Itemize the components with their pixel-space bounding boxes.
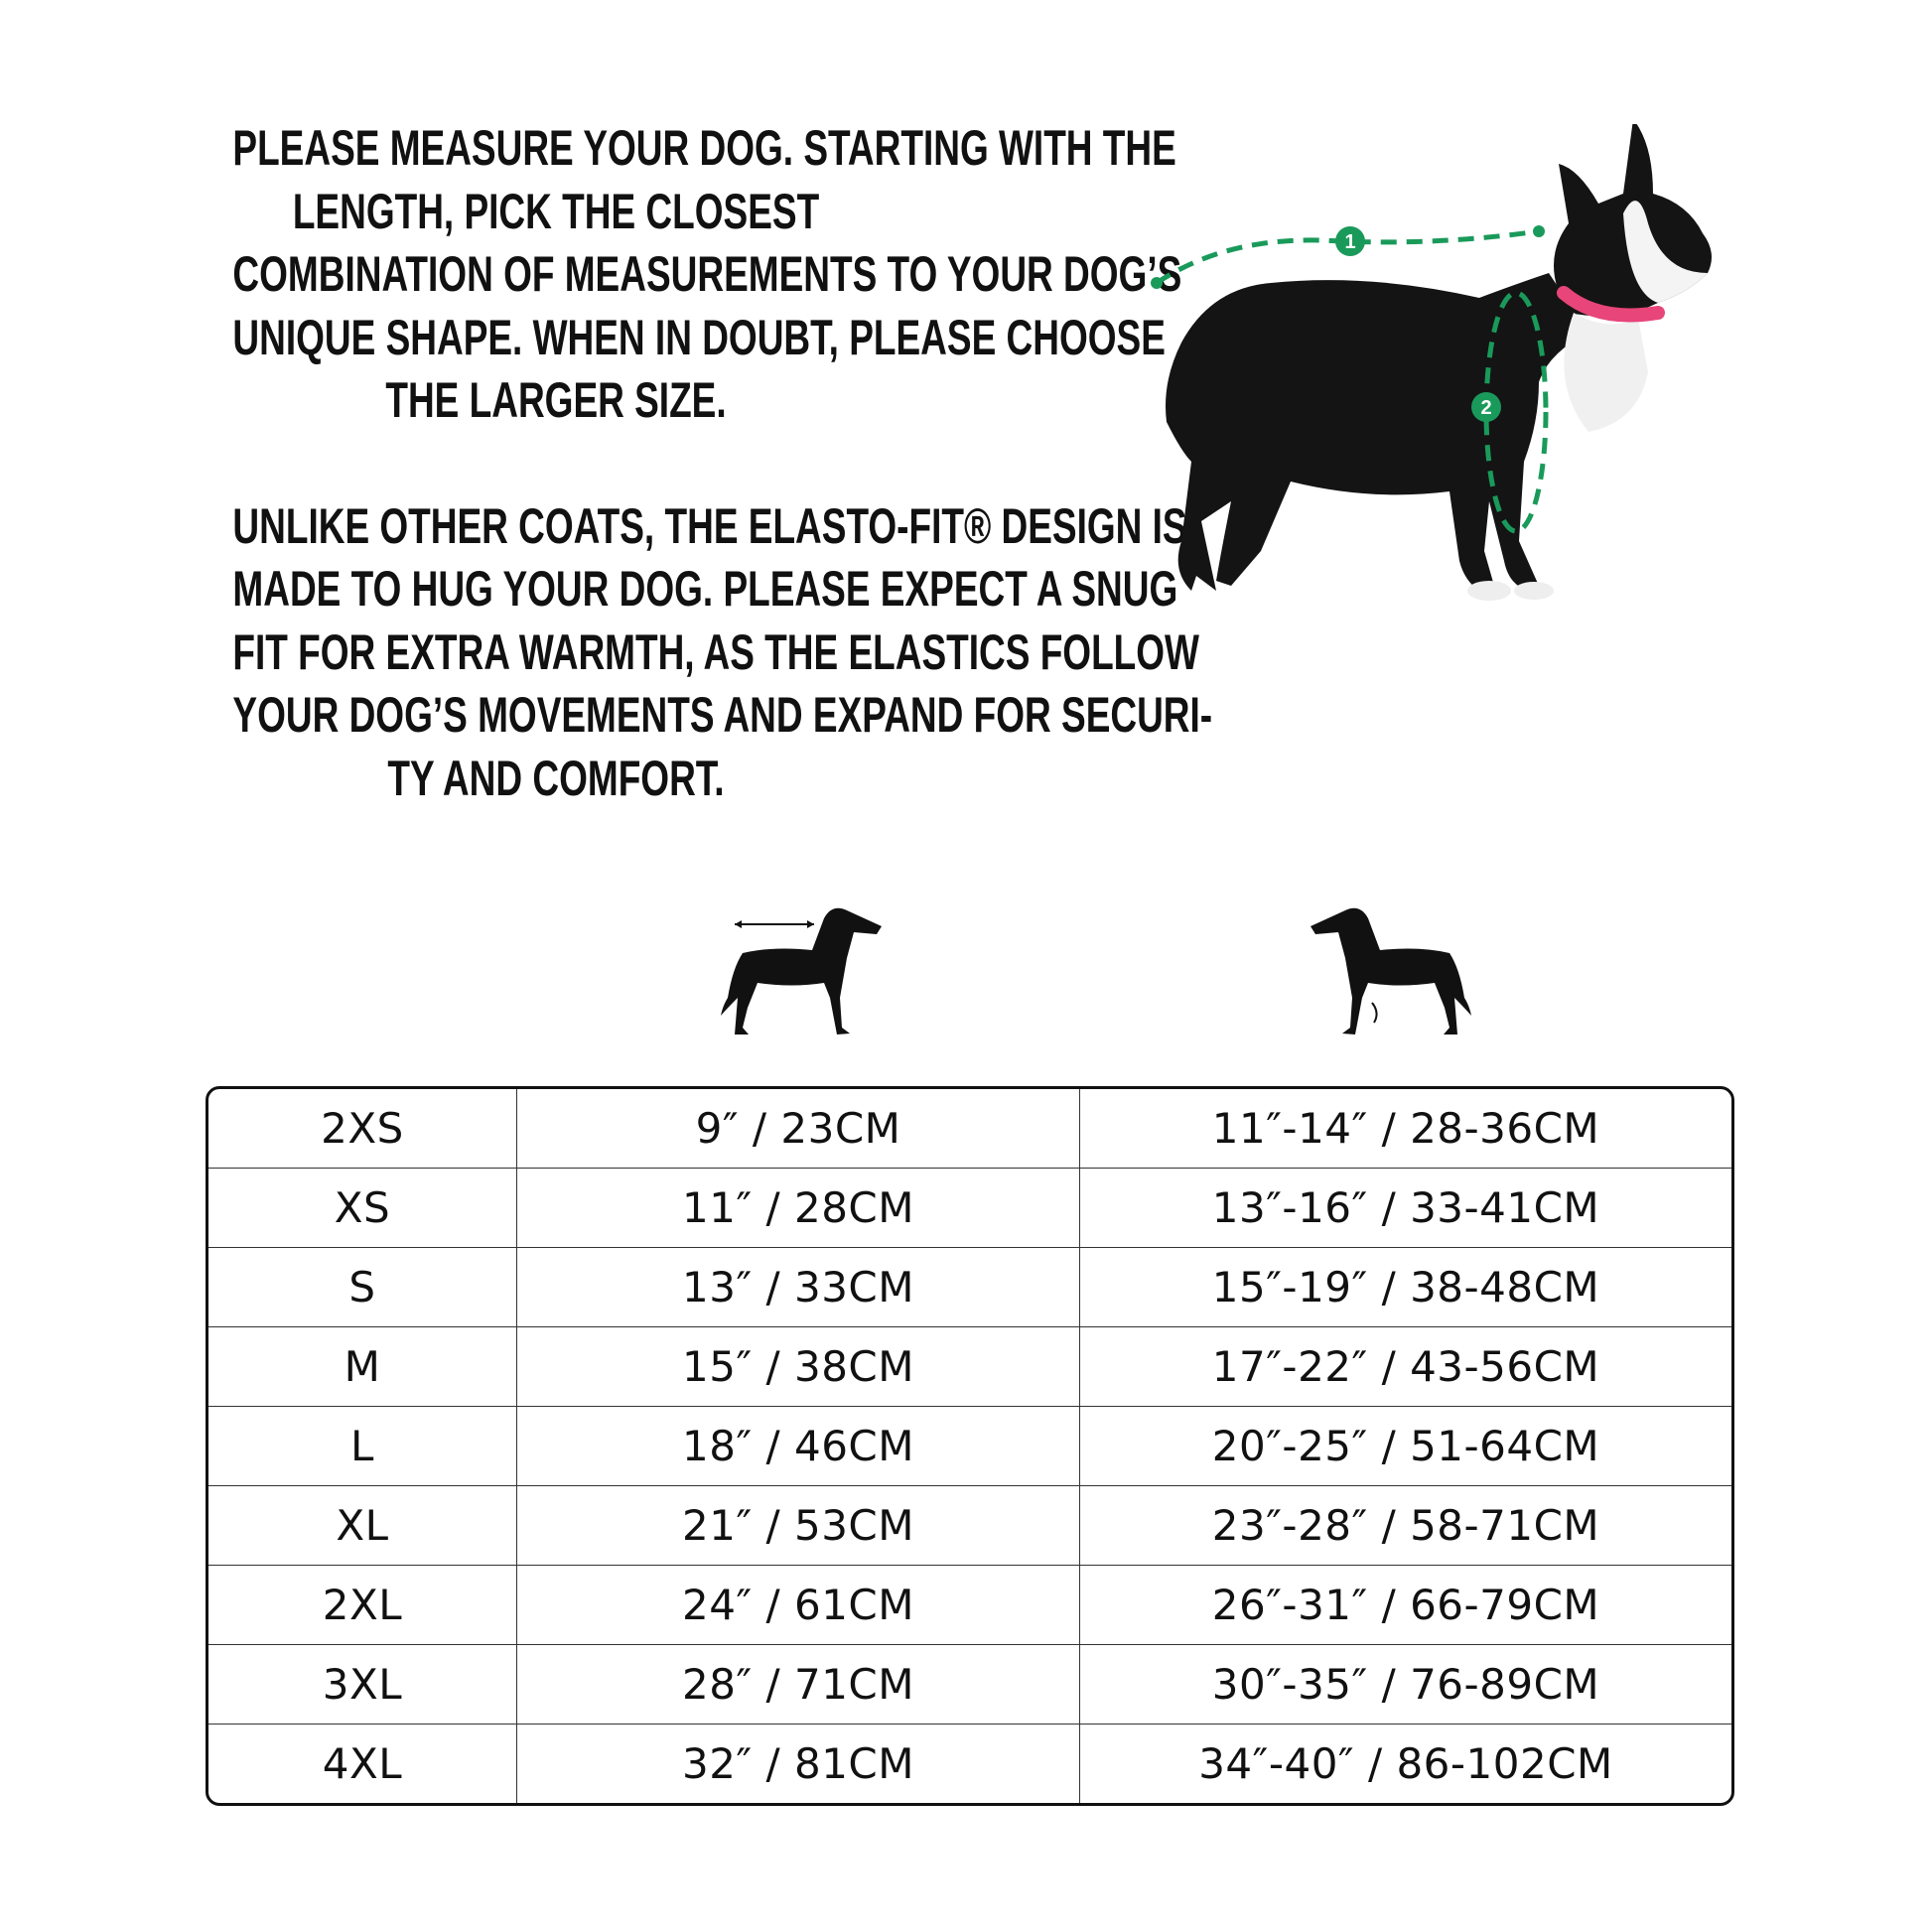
length-cell: 32″ / 81CM — [517, 1725, 1080, 1803]
chest-cell: 20″-25″ / 51-64CM — [1080, 1407, 1731, 1486]
text-line: PLEASE MEASURE YOUR DOG. STARTING WITH T… — [232, 120, 1176, 176]
chest-cell: 30″-35″ / 76-89CM — [1080, 1645, 1731, 1725]
marker-label-1: 1 — [1344, 231, 1355, 253]
length-cell: 28″ / 71CM — [517, 1645, 1080, 1725]
chest-marker — [1471, 392, 1501, 422]
size-cell: S — [208, 1248, 517, 1327]
size-cell: 2XL — [208, 1566, 517, 1645]
table-row: XS 11″ / 28CM 13″-16″ / 33-41CM — [208, 1169, 1731, 1248]
text-line: THE LARGER SIZE. — [385, 372, 727, 428]
dog-measurement-photo: 1 2 — [1151, 124, 1712, 601]
size-cell: 4XL — [208, 1725, 517, 1803]
length-cell: 9″ / 23CM — [517, 1089, 1080, 1169]
table-row: 4XL 32″ / 81CM 34″-40″ / 86-102CM — [208, 1725, 1731, 1803]
size-cell: 2XS — [208, 1089, 517, 1169]
length-cell: 24″ / 61CM — [517, 1566, 1080, 1645]
chest-cell: 13″-16″ / 33-41CM — [1080, 1169, 1731, 1248]
chest-cell: 15″-19″ / 38-48CM — [1080, 1248, 1731, 1327]
text-line: TY AND COMFORT. — [387, 750, 725, 806]
size-cell: XL — [208, 1486, 517, 1566]
table-row: 2XL 24″ / 61CM 26″-31″ / 66-79CM — [208, 1566, 1731, 1645]
table-row: 2XS 9″ / 23CM 11″-14″ / 28-36CM — [208, 1089, 1731, 1169]
chest-cell: 23″-28″ / 58-71CM — [1080, 1486, 1731, 1566]
table-row: L 18″ / 46CM 20″-25″ / 51-64CM — [208, 1407, 1731, 1486]
table-row: XL 21″ / 53CM 23″-28″ / 58-71CM — [208, 1486, 1731, 1566]
chest-cell: 11″-14″ / 28-36CM — [1080, 1089, 1731, 1169]
size-cell: XS — [208, 1169, 517, 1248]
text-line: LENGTH, PICK THE CLOSEST — [292, 183, 820, 239]
marker-label-2: 2 — [1480, 397, 1491, 419]
size-cell: 3XL — [208, 1645, 517, 1725]
dog-length-icon — [721, 907, 882, 1035]
table-row: M 15″ / 38CM 17″-22″ / 43-56CM — [208, 1327, 1731, 1407]
size-chart-table: 2XS 9″ / 23CM 11″-14″ / 28-36CM XS 11″ / 28C… — [206, 1086, 1734, 1806]
text-line: UNLIKE OTHER COATS, THE ELASTO-FIT® DESI… — [232, 497, 1187, 554]
sizing-instructions: PLEASE MEASURE YOUR DOG. STARTING WITH T… — [119, 117, 1213, 873]
text-line: MADE TO HUG YOUR DOG. PLEASE EXPECT A SN… — [232, 561, 1178, 617]
chest-cell: 34″-40″ / 86-102CM — [1198, 1739, 1613, 1788]
length-marker — [1335, 226, 1365, 256]
table-row: S 13″ / 33CM 15″-19″ / 38-48CM — [208, 1248, 1731, 1327]
length-cell: 21″ / 53CM — [517, 1486, 1080, 1566]
chest-cell: 26″-31″ / 66-79CM — [1080, 1566, 1731, 1645]
instructions-paragraph-1: PLEASE MEASURE YOUR DOG. STARTING WITH T… — [119, 117, 1182, 433]
length-cell: 15″ / 38CM — [517, 1327, 1080, 1407]
size-cell: L — [208, 1407, 517, 1486]
text-line: FIT FOR EXTRA WARMTH, AS THE ELASTICS FO… — [232, 623, 1199, 680]
size-cell: M — [208, 1327, 517, 1407]
text-line: YOUR DOG’S MOVEMENTS AND EXPAND FOR SECU… — [232, 687, 1213, 743]
chest-cell: 17″-22″ / 43-56CM — [1080, 1327, 1731, 1407]
dog-chest-icon — [1311, 907, 1471, 1035]
length-cell: 13″ / 33CM — [517, 1248, 1080, 1327]
length-cell: 18″ / 46CM — [517, 1407, 1080, 1486]
table-row: 3XL 28″ / 71CM 30″-35″ / 76-89CM — [208, 1645, 1731, 1725]
instructions-paragraph-2: UNLIKE OTHER COATS, THE ELASTO-FIT® DESI… — [119, 495, 1213, 811]
text-line: UNIQUE SHAPE. WHEN IN DOUBT, PLEASE CHOO… — [232, 309, 1166, 365]
length-cell: 11″ / 28CM — [517, 1169, 1080, 1248]
text-line: COMBINATION OF MEASUREMENTS TO YOUR DOG’… — [232, 246, 1182, 302]
